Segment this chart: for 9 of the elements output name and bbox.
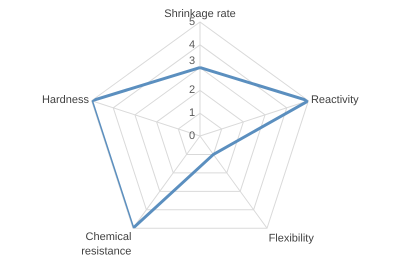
y-tick-label: 2 xyxy=(189,84,196,96)
y-tick-label: 3 xyxy=(189,55,196,67)
spoke-label: Reactivity xyxy=(310,94,360,106)
spoke-label: Chemical resistance xyxy=(81,231,132,258)
y-tick-label: 4 xyxy=(189,39,196,51)
spoke-label: Flexibility xyxy=(268,232,314,245)
y-tick-label: 0 xyxy=(189,130,196,142)
spoke-label: Hardness xyxy=(42,94,90,106)
y-tick-label: 1 xyxy=(189,107,196,119)
